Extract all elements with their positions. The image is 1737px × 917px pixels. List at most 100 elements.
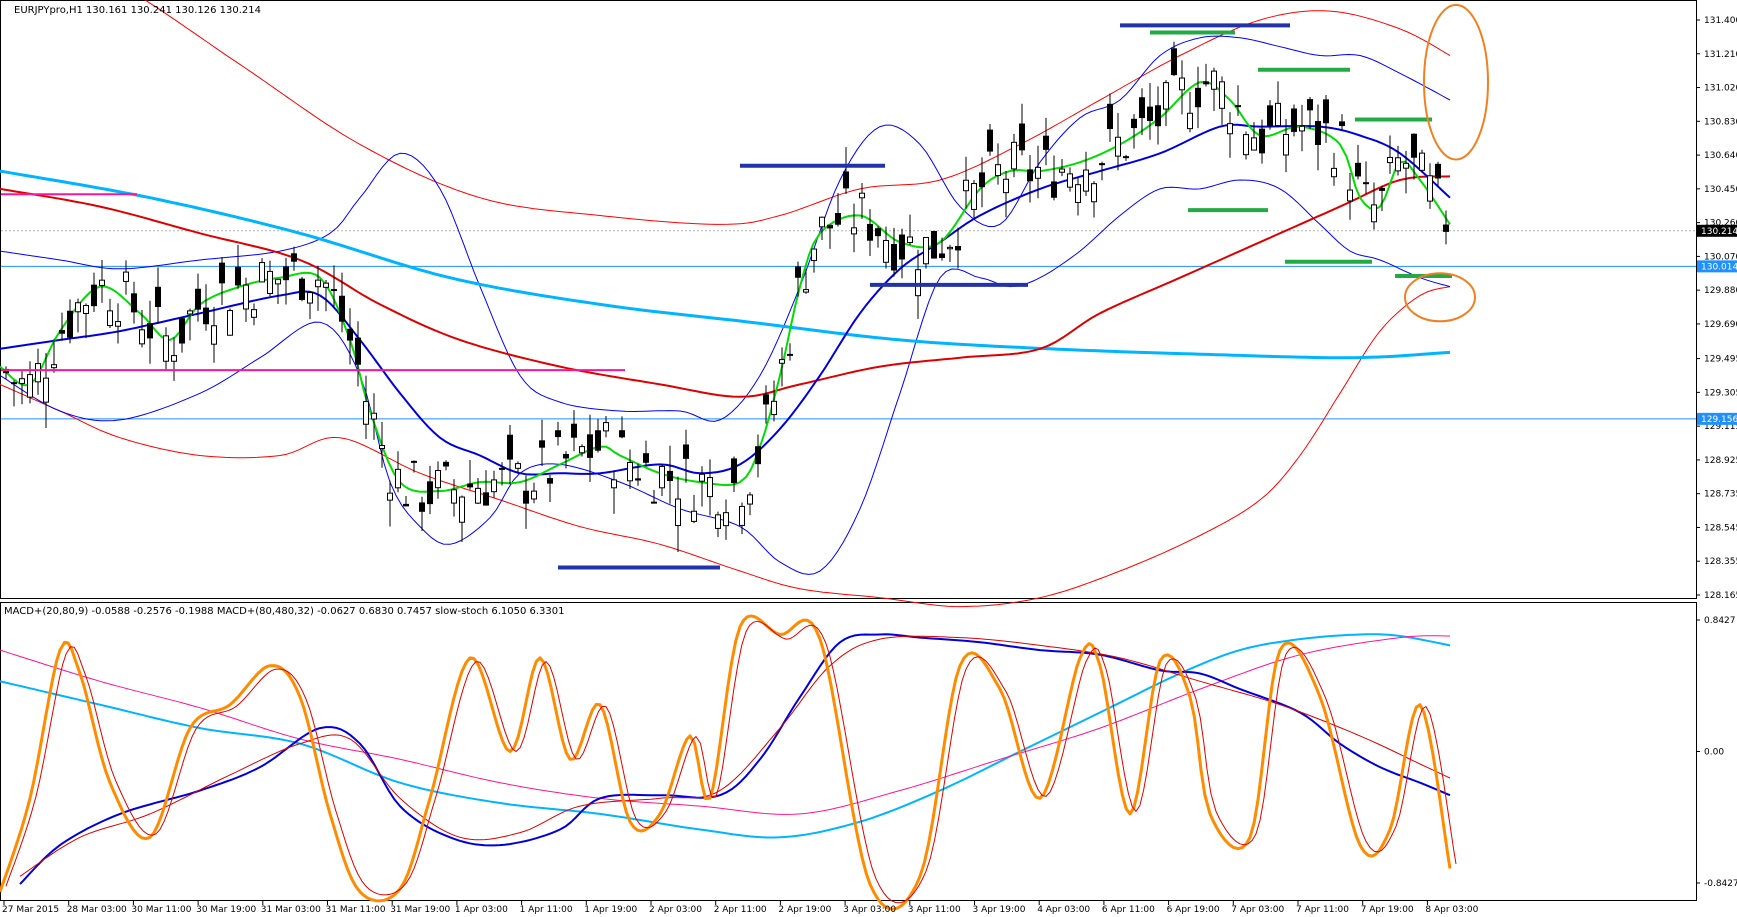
candle-body [627,461,633,482]
candle-body [427,481,433,505]
candle-body [1323,99,1329,124]
candle-body [131,293,137,313]
candle-body [315,279,321,288]
candle-body [155,286,161,308]
price-tick-label: 130.260 [1704,219,1737,229]
annotation-ellipse-lower [1404,272,1476,323]
candle-body [499,467,505,470]
candle-body [1307,99,1313,111]
candle-body [603,422,609,432]
candle-body [371,412,377,420]
candle-body [1099,163,1105,166]
candle-body [1035,166,1041,179]
candle-body [907,236,913,244]
time-tick-label: 2 Apr 03:00 [649,905,702,915]
candle-body [931,230,937,259]
candle-body [1123,156,1129,159]
candle-body [843,171,849,189]
bollinger-inner-lower [0,179,1451,575]
time-tick-label: 7 Apr 11:00 [1296,905,1349,915]
candle-body [67,310,73,338]
candle-body [1435,163,1441,179]
price-tick-label: 131.210 [1704,50,1737,60]
price-marker-bg [1697,260,1737,273]
symbol-header: EURJPYpro,H1 130.161 130.241 130.126 130… [14,5,261,16]
candle-body [851,227,857,235]
candle-body [163,335,169,362]
candle-body [947,246,953,250]
candle-body [691,510,697,522]
candle-body [987,129,993,152]
candle-body [1195,87,1201,108]
time-tick-label: 1 Apr 19:00 [584,905,637,915]
candle-body [779,359,785,364]
candle-body [731,458,737,484]
candle-body [755,446,761,465]
candle-body [347,328,353,341]
time-tick-label: 6 Apr 19:00 [1167,905,1220,915]
candle-body [547,478,553,484]
candle-body [707,477,713,498]
candle-body [171,355,177,362]
price-tick-label: 129.115 [1704,422,1737,432]
candles [3,41,1449,553]
time-tick-label: 3 Apr 03:00 [843,905,896,915]
candle-body [795,266,801,278]
macd-short-signal [19,635,1451,877]
candle-body [203,307,209,325]
candle-body [723,512,729,527]
candle-body [771,400,777,416]
macd-long-signal [0,635,1450,815]
candle-body [1139,97,1145,119]
candle-body [699,473,705,482]
price-tick-label: 129.305 [1704,388,1737,398]
indicator-header: MACD+(20,80,9) -0.0588 -0.2576 -0.1988 M… [4,606,565,617]
candle-body [1203,81,1209,85]
candle-body [275,278,281,285]
time-tick-label: 7 Apr 03:00 [1231,905,1284,915]
candle-body [59,330,65,334]
candle-body [323,282,329,288]
candle-body [1011,141,1017,170]
candle-body [1371,204,1377,223]
candle-body [363,401,369,425]
candle-body [515,463,521,469]
candle-body [403,503,409,507]
price-tick-label: 130.450 [1704,185,1737,195]
moving-average-long [0,169,1451,360]
candle-body [1347,189,1353,202]
time-tick-label: 3 Apr 11:00 [908,905,961,915]
candle-body [443,461,449,467]
candle-body [451,489,457,504]
price-tick-label: 128.355 [1704,557,1737,567]
candle-body [75,302,81,313]
candle-body [1171,48,1177,76]
candle-body [619,430,625,438]
candle-body [595,430,601,451]
candle-body [1187,112,1193,130]
price-tick-label: 128.165 [1704,591,1737,601]
candle-body [1299,125,1305,132]
time-tick-label: 3 Apr 19:00 [973,905,1026,915]
candle-body [27,374,33,398]
candle-body [955,246,961,251]
indicator-plot [0,614,1457,911]
time-tick-label: 30 Mar 11:00 [131,905,191,915]
candle-body [715,514,721,529]
price-tick-label: 129.690 [1704,320,1737,330]
time-tick-label: 30 Mar 19:00 [196,905,256,915]
candle-body [1315,121,1321,145]
indicator-tick-label: 0.00 [1704,748,1724,758]
candle-body [491,479,497,493]
candle-body [563,453,569,459]
candle-body [1283,133,1289,156]
time-tick-label: 27 Mar 2015 [2,905,59,915]
moving-average-fast [0,80,1451,493]
time-tick-label: 28 Mar 03:00 [67,905,127,915]
candle-body [507,434,513,460]
candle-body [1275,102,1281,127]
candle-body [459,496,465,523]
price-tick-label: 128.925 [1704,456,1737,466]
candle-body [995,164,1001,177]
candle-body [1251,137,1257,151]
